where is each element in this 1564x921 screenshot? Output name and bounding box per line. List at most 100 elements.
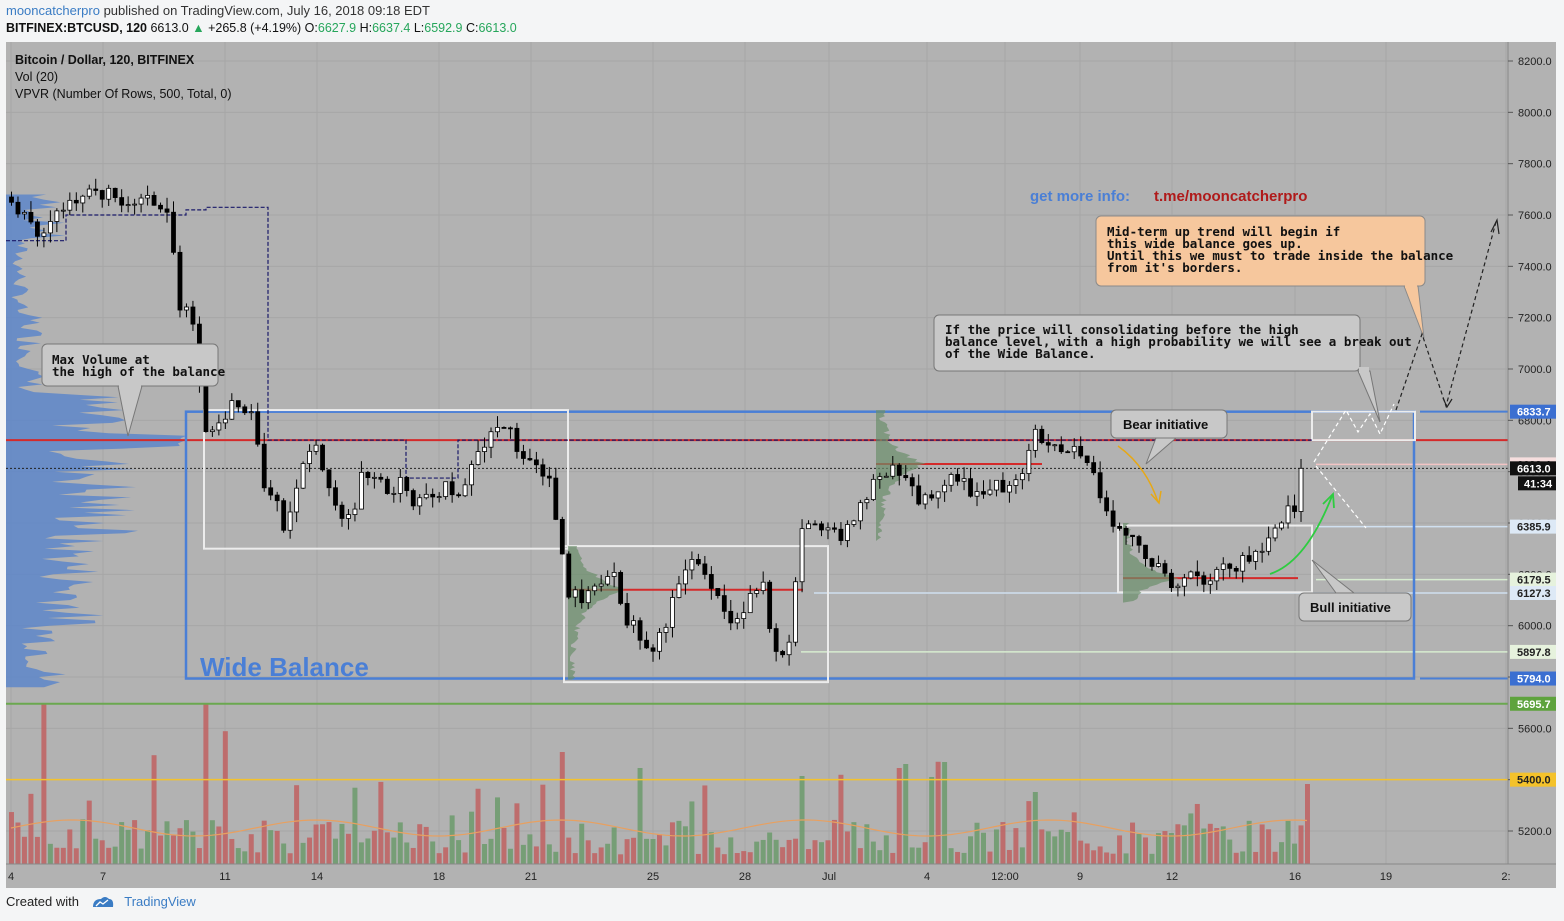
volume-bar [631, 837, 637, 864]
volume-bar [488, 838, 494, 864]
time-tick-label: 25 [647, 871, 659, 883]
chart-svg[interactable]: Bitcoin / Dollar, 120, BITFINEX Vol (20)… [6, 42, 1556, 888]
consol-text-2: balance level, with a high probability w… [945, 334, 1412, 349]
wide-balance-label: Wide Balance [200, 652, 369, 682]
candle-body [1052, 444, 1058, 447]
candle-body [300, 463, 306, 489]
info-link[interactable]: t.me/mooncatcherpro [1154, 188, 1307, 205]
candle-body [935, 491, 941, 499]
volume-bar [605, 843, 611, 864]
candle-body [592, 585, 598, 592]
bull-initiative-text: Bull initiative [1310, 600, 1391, 615]
candle-body [981, 491, 986, 495]
volume-bar [592, 853, 598, 864]
volume-bar [119, 822, 125, 864]
candle-body [1039, 428, 1045, 443]
volume-bar [1045, 831, 1051, 864]
volume-bar [326, 822, 332, 864]
target-box [1311, 410, 1416, 442]
volume-bar [80, 819, 86, 864]
price-axis-labels[interactable]: 8200.0 8000.0 7800.0 7600.0 7400.0 7200.0 7000… [8, 56, 1556, 883]
candle-body [73, 199, 79, 204]
candle-body [281, 500, 287, 531]
volume-bar [235, 848, 241, 864]
price-tick-label: 7200.0 [1518, 313, 1552, 325]
volume-bar [1104, 852, 1110, 864]
volume-bar [1246, 820, 1252, 864]
volume-bar [196, 848, 202, 864]
volume-bar [747, 852, 753, 864]
volume-bar [1117, 835, 1123, 864]
volume-bar [469, 811, 475, 864]
chart-area[interactable]: Bitcoin / Dollar, 120, BITFINEX Vol (20)… [6, 42, 1556, 888]
candle-body [501, 427, 507, 429]
candle-body [475, 451, 481, 465]
price-label-bg [1510, 572, 1556, 587]
volume-bar [417, 824, 423, 864]
candle-body [1233, 567, 1239, 572]
volume-bar [993, 829, 999, 864]
candle-body [1246, 555, 1252, 562]
candle-body [1292, 505, 1297, 512]
volume-bar [1149, 853, 1155, 864]
candle-body [572, 589, 578, 598]
candle-body [268, 487, 274, 496]
candle-body [870, 478, 876, 500]
volume-bar [663, 845, 669, 864]
candle-body [1013, 479, 1019, 486]
volume-bar [566, 837, 572, 864]
time-tick-label: 21 [525, 871, 537, 883]
candle-body [125, 204, 131, 207]
candle-body [404, 477, 410, 491]
candle-body [1162, 563, 1168, 574]
candle-body [929, 494, 935, 499]
candle-body [1143, 544, 1148, 559]
author-link[interactable]: mooncatcherpro [6, 3, 100, 18]
volume-bar [540, 784, 546, 864]
time-tick-label: 12 [1166, 871, 1178, 883]
price-label-bg [1510, 585, 1556, 600]
time-tick-label: 19 [1380, 871, 1392, 883]
candle-body [780, 651, 786, 656]
close-value: 6613.0 [478, 21, 517, 35]
price-label: 5794.0 [1517, 674, 1551, 686]
volume-bar [819, 842, 824, 864]
volume-bar [190, 831, 196, 864]
volume-bar [456, 840, 462, 864]
publish-info: mooncatcherpro published on TradingView.… [6, 3, 430, 18]
volume-bar [851, 822, 857, 864]
candle-body [702, 563, 708, 575]
volume-bar [54, 847, 60, 864]
candle-body [948, 474, 954, 486]
volume-bar [410, 847, 416, 864]
volume-bar [1181, 825, 1187, 864]
volume-bar [708, 832, 714, 864]
candle-body [456, 494, 462, 497]
candle-body [1091, 462, 1097, 474]
volume-bar [1052, 836, 1058, 864]
volume-bar [125, 829, 131, 864]
volume-bar [1006, 849, 1012, 864]
volume-bar [948, 848, 954, 864]
candle-body [248, 411, 254, 414]
candle-body [1188, 571, 1194, 579]
candle-body [1065, 451, 1071, 454]
volume-bar [793, 838, 799, 864]
candle-body [1123, 527, 1129, 536]
volume-bar [961, 852, 967, 864]
volume-bar [177, 828, 183, 864]
volume-bar [721, 854, 727, 864]
tradingview-link[interactable]: TradingView [124, 894, 196, 909]
candle-body [728, 610, 734, 624]
candle-body [1019, 473, 1025, 481]
volume-bar [268, 830, 274, 864]
mid-term-text-2: this wide balance goes up. [1107, 236, 1303, 251]
candle-body [190, 306, 196, 325]
volume-bar [1188, 813, 1194, 864]
candle-body [890, 464, 896, 477]
range-box-1 [203, 409, 569, 550]
wide-balance-box [184, 410, 1416, 680]
candle-body [838, 528, 844, 541]
candle-body [1272, 527, 1278, 539]
volume-bar [877, 850, 883, 864]
